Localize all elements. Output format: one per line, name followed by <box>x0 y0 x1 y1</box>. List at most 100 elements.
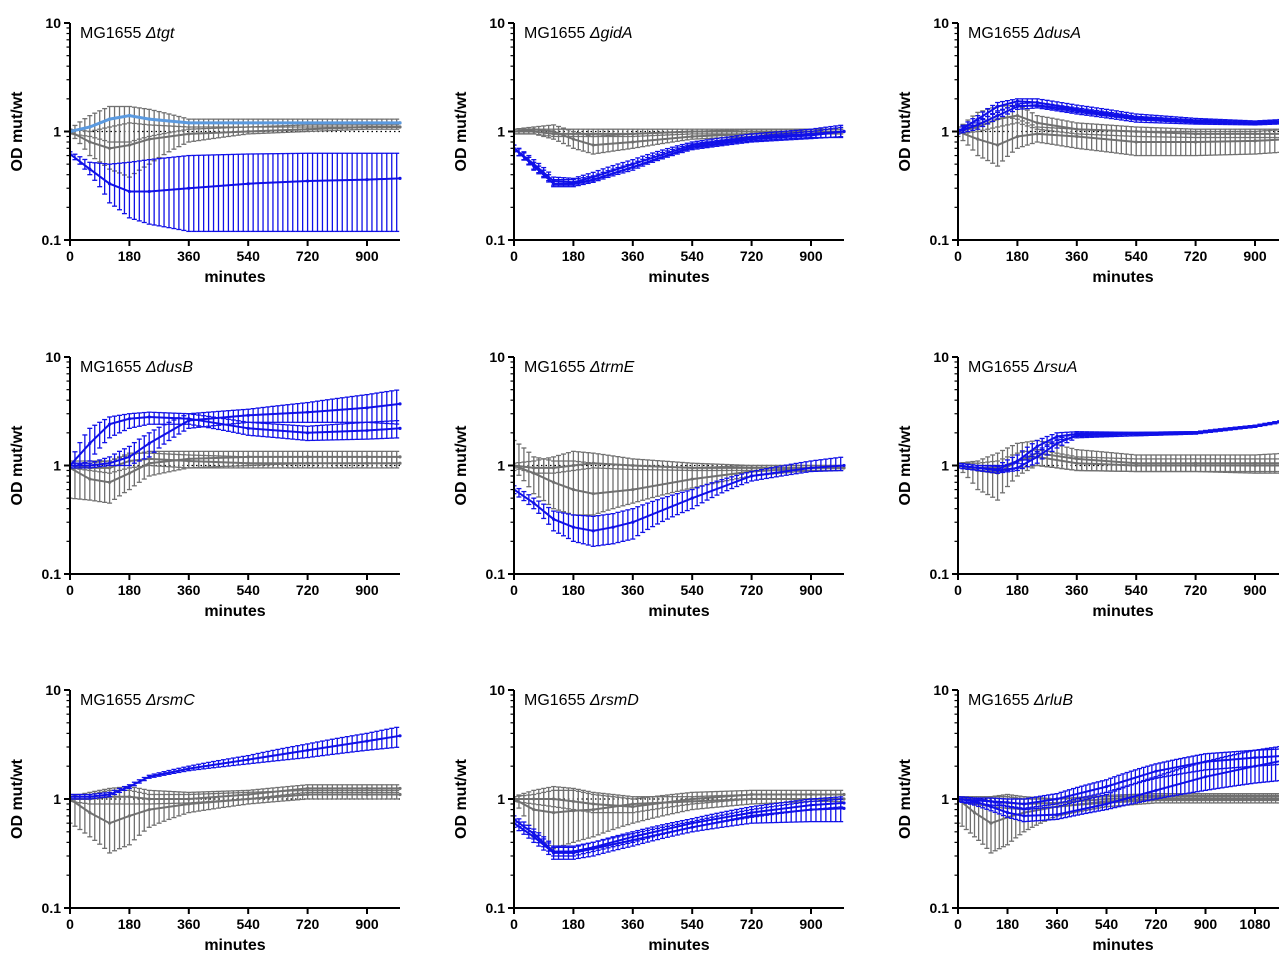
y-axis-label: OD mut/wt <box>897 425 914 506</box>
data-point <box>552 480 556 484</box>
chart-data-layer <box>958 420 1279 501</box>
panel-title-gene: ΔgidA <box>589 25 633 42</box>
data-point <box>187 418 191 423</box>
y-axis-label: OD mut/wt <box>9 91 26 172</box>
series-4-gray <box>70 122 402 178</box>
data-point <box>571 132 576 136</box>
series-line <box>70 457 400 469</box>
data-point <box>1055 434 1059 439</box>
x-tick-label: 0 <box>66 582 74 598</box>
data-point <box>591 132 595 136</box>
x-tick-label: 900 <box>355 582 379 598</box>
series-2-blue <box>958 101 1279 135</box>
data-point <box>571 525 576 529</box>
data-point <box>750 137 754 141</box>
y-tick-label: 0.1 <box>486 566 506 582</box>
data-point <box>631 140 635 144</box>
data-point <box>532 466 536 470</box>
data-point <box>398 461 402 465</box>
y-axis-label: OD mut/wt <box>897 91 914 172</box>
series-line <box>514 130 845 185</box>
x-tick-label: 720 <box>296 248 320 264</box>
series-2-blue <box>70 389 402 469</box>
x-tick-label: 540 <box>681 248 705 264</box>
data-point <box>1015 104 1020 109</box>
data-point <box>306 127 310 131</box>
series-2-blue <box>514 126 846 188</box>
data-point <box>1134 129 1138 134</box>
data-point <box>147 415 151 419</box>
data-point <box>365 428 369 433</box>
panel-title-strain: MG1655 <box>524 25 590 42</box>
x-axis-label: minutes <box>648 603 709 620</box>
data-point <box>976 466 980 470</box>
data-point <box>365 406 369 410</box>
data-point <box>690 466 694 470</box>
data-point <box>246 182 250 186</box>
x-tick-label: 540 <box>237 248 261 264</box>
x-tick-label: 0 <box>954 248 962 264</box>
data-point <box>571 137 576 141</box>
x-tick-label: 900 <box>355 248 379 264</box>
panel-title-gene: ΔtrmE <box>589 359 635 376</box>
x-tick-label: 360 <box>1065 248 1089 264</box>
y-tick-label: 1 <box>497 458 505 474</box>
data-point <box>1035 132 1039 136</box>
data-point <box>842 129 846 134</box>
data-point <box>306 121 310 125</box>
data-point <box>750 129 754 134</box>
y-tick-label: 10 <box>45 15 61 31</box>
series-line <box>70 114 400 133</box>
panel-title-strain: MG1655 <box>968 359 1034 376</box>
x-tick-label: 540 <box>1125 582 1149 598</box>
data-point <box>631 132 635 136</box>
data-point <box>365 178 369 182</box>
x-tick-label: 360 <box>177 248 201 264</box>
data-point <box>1035 444 1039 448</box>
x-tick-label: 180 <box>1006 248 1030 264</box>
data-point <box>306 461 310 465</box>
data-point <box>552 132 556 136</box>
data-point <box>1194 120 1198 124</box>
x-tick-label: 180 <box>562 248 586 264</box>
x-axis-label: minutes <box>648 269 709 286</box>
panel-title: MG1655 ΔgidA <box>524 25 633 42</box>
x-tick-label: 540 <box>1125 248 1149 264</box>
data-point <box>246 461 250 465</box>
data-point <box>147 441 151 445</box>
chart-data-layer <box>958 98 1279 167</box>
data-point <box>108 422 112 426</box>
x-tick-label: 900 <box>1243 582 1267 598</box>
y-tick-label: 1 <box>53 124 61 140</box>
data-point <box>552 466 556 470</box>
data-point <box>1035 121 1039 125</box>
series-line <box>70 402 401 467</box>
data-point <box>1194 132 1198 136</box>
data-point <box>996 104 1000 109</box>
panel-title-gene: ΔdusA <box>1033 25 1081 42</box>
series-1-blue <box>70 151 402 233</box>
data-point <box>1253 121 1257 125</box>
series-line <box>70 153 401 193</box>
series-1-blue <box>70 411 402 469</box>
data-point <box>398 455 402 459</box>
data-point <box>187 459 191 463</box>
x-tick-label: 540 <box>237 582 261 598</box>
data-point <box>108 461 112 465</box>
data-point <box>306 179 310 183</box>
data-point <box>127 189 131 194</box>
y-tick-label: 1 <box>53 458 61 474</box>
data-point <box>571 182 576 186</box>
panel-title-strain: MG1655 <box>524 359 590 376</box>
data-point <box>127 143 131 147</box>
data-point <box>996 143 1000 147</box>
data-point <box>187 121 191 125</box>
data-point <box>532 164 536 168</box>
data-point <box>809 133 813 138</box>
series-1-blue <box>514 456 846 547</box>
x-axis-label: minutes <box>1092 603 1153 620</box>
data-point <box>571 487 576 492</box>
data-point <box>88 125 92 129</box>
panel-title-gene: Δtgt <box>145 25 175 42</box>
